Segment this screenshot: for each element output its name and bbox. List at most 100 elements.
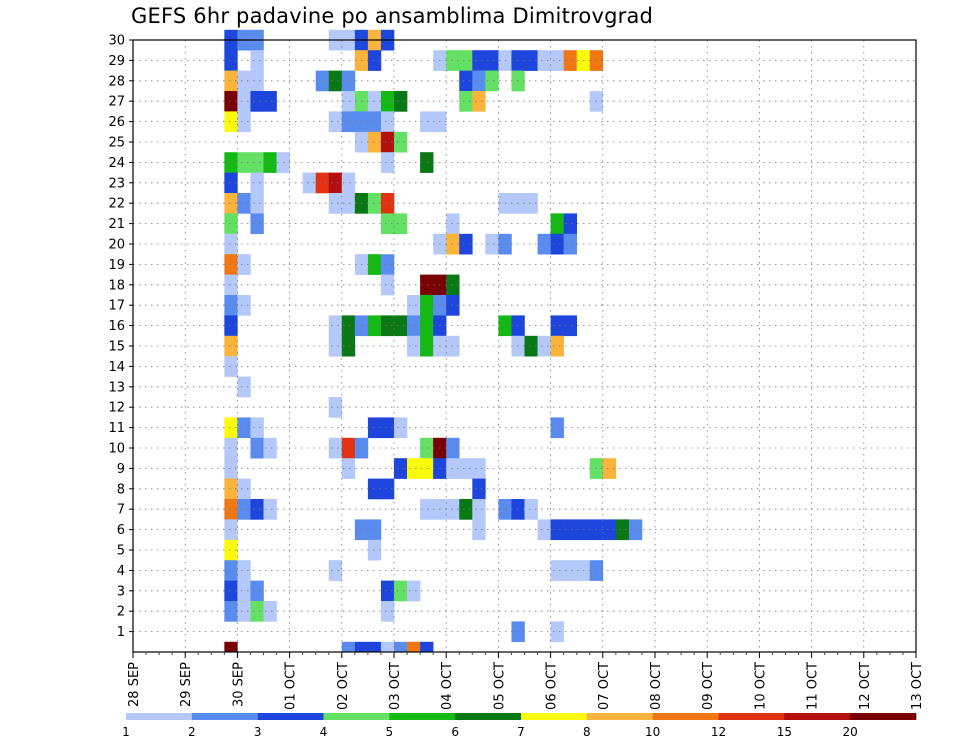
colorbar-swatch: [323, 713, 390, 720]
heat-cell: [446, 295, 460, 316]
heat-cell: [485, 233, 499, 255]
heat-cell: [485, 70, 499, 92]
heat-cell: [367, 641, 382, 653]
heat-cell: [224, 437, 238, 459]
heat-cell: [250, 193, 264, 214]
heat-cell: [394, 458, 408, 479]
y-tick-label: 3: [117, 584, 125, 599]
heat-cell: [394, 131, 408, 153]
heat-cell: [263, 91, 277, 112]
heat-cell: [459, 91, 473, 112]
heat-cell: [380, 131, 395, 153]
heat-cell: [524, 193, 538, 214]
x-tick-label: 13 OCT: [910, 662, 925, 710]
colorbar-swatch: [718, 713, 785, 720]
heat-cell: [420, 458, 434, 479]
heat-cell: [263, 499, 277, 520]
heat-cell: [237, 193, 251, 214]
heat-cell: [367, 254, 382, 275]
heat-cell: [237, 295, 251, 316]
heat-cell: [224, 356, 238, 377]
heat-cell: [263, 152, 277, 173]
colorbar-swatch: [389, 713, 456, 720]
heat-cell: [224, 254, 238, 275]
x-tick-label: 29 SEP: [179, 662, 194, 707]
heat-cell: [563, 519, 577, 541]
y-tick-label: 14: [108, 360, 125, 375]
heat-cell: [354, 641, 369, 653]
heat-cell: [250, 213, 264, 235]
heat-cell: [380, 601, 395, 622]
heat-cell: [263, 437, 277, 459]
heat-cell: [224, 111, 238, 133]
x-tick-label: 30 SEP: [231, 662, 246, 707]
heat-cell: [250, 70, 264, 92]
colorbar-swatch: [784, 713, 851, 720]
heat-cell: [472, 50, 486, 71]
heat-cell: [328, 335, 343, 357]
heat-cell: [420, 641, 434, 653]
heat-cell: [420, 315, 434, 337]
heat-cell: [446, 233, 460, 255]
x-tick-label: 07 OCT: [597, 662, 612, 710]
heat-cell: [341, 70, 356, 92]
heat-cell: [407, 458, 421, 479]
heat-cell: [380, 91, 395, 112]
y-tick-label: 22: [108, 197, 125, 212]
heat-cell: [550, 417, 564, 439]
y-tick-label: 9: [117, 462, 125, 477]
heat-cell: [367, 131, 382, 153]
heat-cell: [550, 621, 564, 643]
heat-cell: [224, 295, 238, 316]
colorbar-label: 20: [843, 725, 858, 739]
heat-cell: [394, 417, 408, 439]
heat-cell: [237, 560, 251, 581]
heat-cell: [341, 641, 356, 653]
colorbar-swatch: [257, 713, 324, 720]
heat-cell: [524, 335, 538, 357]
y-tick-label: 29: [108, 54, 125, 69]
heat-cell: [420, 152, 434, 173]
y-tick-label: 20: [108, 238, 125, 253]
heat-cell: [237, 254, 251, 275]
heat-cell: [367, 478, 382, 500]
colorbar-label: 1: [122, 725, 130, 739]
heat-cell: [328, 437, 343, 459]
heat-cell: [224, 172, 238, 194]
y-tick-label: 5: [117, 544, 125, 559]
heat-cell: [341, 315, 356, 337]
heat-cell: [537, 50, 551, 71]
heat-cell: [394, 213, 408, 235]
heat-cell: [237, 580, 251, 602]
heat-cell: [459, 50, 473, 71]
heat-cell: [550, 315, 564, 337]
heat-cell: [380, 193, 395, 214]
x-tick-label: 02 OCT: [336, 662, 351, 710]
heat-cell: [459, 458, 473, 479]
heat-cell: [420, 499, 434, 520]
heat-cell: [602, 458, 617, 479]
y-tick-label: 25: [108, 136, 125, 151]
heat-cell: [224, 458, 238, 479]
heat-cell: [224, 70, 238, 92]
y-tick-label: 7: [117, 503, 125, 518]
heat-cell: [394, 315, 408, 337]
heat-cell: [328, 397, 343, 418]
heat-cell: [537, 335, 551, 357]
heat-cell: [394, 580, 408, 602]
heat-cell: [459, 70, 473, 92]
heat-cell: [485, 50, 499, 71]
heat-cell: [224, 233, 238, 255]
heat-cell: [407, 335, 421, 357]
colorbar-swatch: [850, 713, 917, 720]
heat-cell: [367, 519, 382, 541]
heat-cell: [459, 499, 473, 520]
heat-cell: [341, 335, 356, 357]
heat-cell: [380, 580, 395, 602]
heat-cell: [380, 641, 395, 653]
heat-cell: [380, 152, 395, 173]
y-tick-label: 15: [108, 340, 125, 355]
heat-cell: [237, 152, 251, 173]
heat-cell: [524, 50, 538, 71]
y-tick-label: 17: [108, 299, 125, 314]
